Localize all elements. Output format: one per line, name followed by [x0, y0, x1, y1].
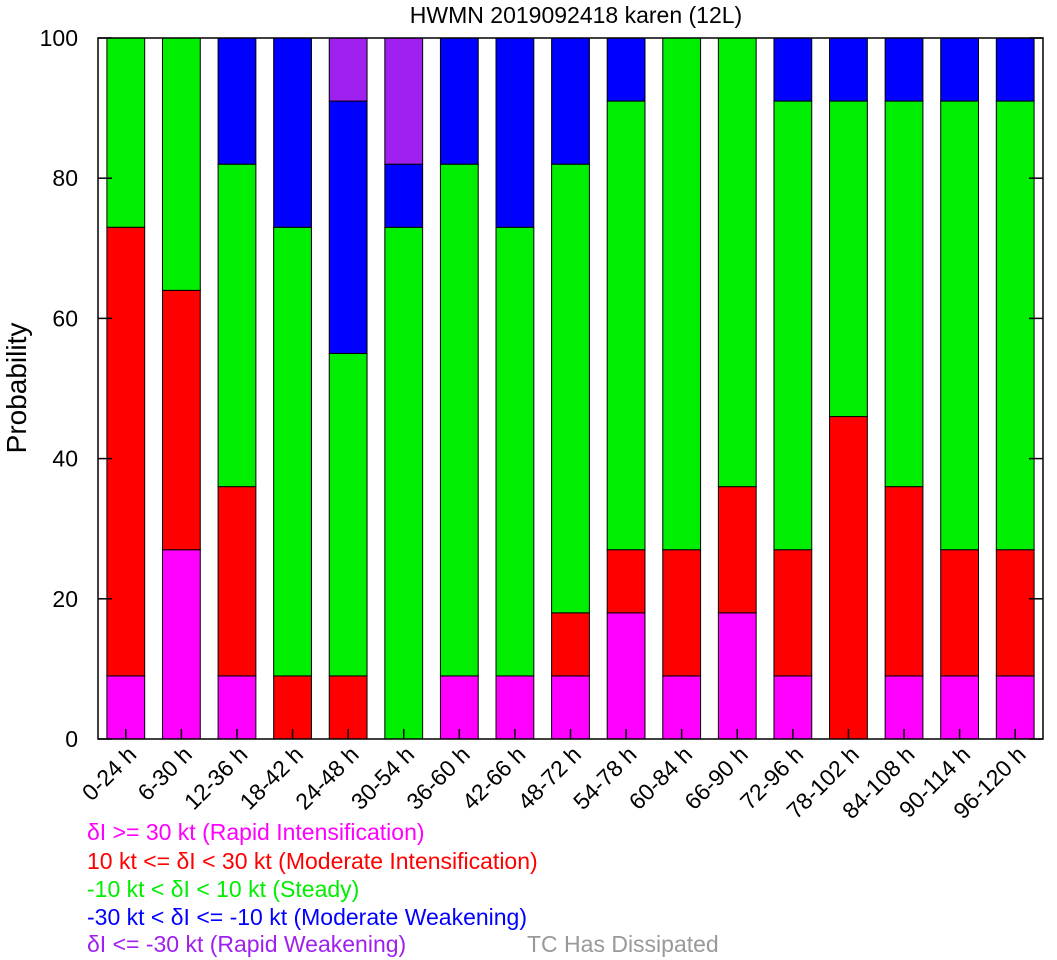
bar-steady-30-54h [384, 226, 424, 740]
bar-mi-60-84h [662, 549, 702, 677]
bar-ri-54-78h [606, 612, 646, 740]
bar-mi-84-108h [884, 486, 924, 677]
bar-mw-90-114h [940, 37, 980, 102]
bar-mw-18-42h [273, 37, 312, 228]
y-tick-label: 40 [52, 446, 78, 472]
bar-steady-60-84h [662, 37, 702, 551]
bar-steady-0-24h [106, 37, 146, 228]
bar-mw-12-36h [217, 37, 257, 165]
bar-steady-48-72h [551, 163, 590, 614]
bar-mi-96-120h [995, 549, 1035, 677]
bar-mi-6-30h [161, 289, 201, 551]
bar-ri-12-36h [217, 675, 257, 740]
bar-steady-36-60h [439, 163, 479, 677]
bar-mw-30-54h [384, 163, 424, 228]
bar-ri-6-30h [161, 549, 201, 740]
bar-steady-84-108h [884, 100, 924, 488]
y-tick-label: 0 [65, 726, 78, 752]
bar-ri-42-66h [495, 675, 535, 740]
bar-mi-54-78h [606, 549, 646, 614]
y-axis-label: Probability [1, 323, 32, 454]
bar-mi-24-48h [328, 675, 368, 740]
bar-steady-42-66h [495, 226, 535, 677]
bar-mw-72-96h [773, 37, 813, 102]
bar-rw-30-54h [384, 37, 424, 165]
bar-steady-12-36h [217, 163, 257, 488]
bar-steady-18-42h [273, 226, 312, 677]
bar-mw-24-48h [328, 100, 368, 354]
legend-tc-dissipated: TC Has Dissipated [527, 931, 719, 957]
bar-ri-0-24h [106, 675, 146, 740]
bar-steady-96-120h [995, 100, 1035, 551]
bar-mw-78-102h [829, 37, 868, 102]
legend-moderate-weakening: -30 kt < δI <= -10 kt (Moderate Weakenin… [87, 904, 528, 930]
bar-mw-96-120h [995, 37, 1035, 102]
bar-steady-6-30h [161, 37, 201, 291]
bar-mi-0-24h [106, 226, 146, 677]
bar-mi-66-90h [717, 486, 757, 614]
bar-ri-66-90h [717, 612, 757, 740]
legend-steady: -10 kt < δI < 10 kt (Steady) [87, 876, 360, 902]
y-tick-label: 60 [52, 305, 78, 331]
legend-moderate-intensification: 10 kt <= δI < 30 kt (Moderate Intensific… [87, 848, 538, 874]
bar-mi-78-102h [829, 416, 868, 740]
bar-mw-84-108h [884, 37, 924, 102]
y-tick-label: 20 [52, 586, 78, 612]
bar-mi-90-114h [940, 549, 980, 677]
legend-rapid-intensification: δI >= 30 kt (Rapid Intensification) [87, 819, 425, 845]
x-tick-label: 0-24 h [77, 741, 142, 806]
legend-rapid-weakening: δI <= -30 kt (Rapid Weakening) [87, 931, 407, 957]
bar-steady-72-96h [773, 100, 813, 551]
y-tick-label: 100 [40, 25, 78, 51]
bar-mi-48-72h [551, 612, 590, 677]
bar-mi-12-36h [217, 486, 257, 677]
bar-mw-42-66h [495, 37, 535, 228]
bar-rw-24-48h [328, 37, 368, 102]
bar-steady-66-90h [717, 37, 757, 488]
bar-ri-90-114h [940, 675, 980, 740]
bar-steady-24-48h [328, 352, 368, 677]
bar-mi-72-96h [773, 549, 813, 677]
bar-ri-84-108h [884, 675, 924, 740]
bar-mw-36-60h [439, 37, 479, 165]
bar-ri-60-84h [662, 675, 702, 740]
bar-steady-54-78h [606, 100, 646, 551]
bars-group [106, 37, 1035, 740]
bar-steady-90-114h [940, 100, 980, 551]
bar-ri-96-120h [995, 675, 1035, 740]
y-tick-label: 80 [52, 165, 78, 191]
bar-mw-48-72h [551, 37, 590, 165]
bar-mw-54-78h [606, 37, 646, 102]
bar-steady-78-102h [829, 100, 868, 418]
chart-title: HWMN 2019092418 karen (12L) [410, 2, 742, 28]
